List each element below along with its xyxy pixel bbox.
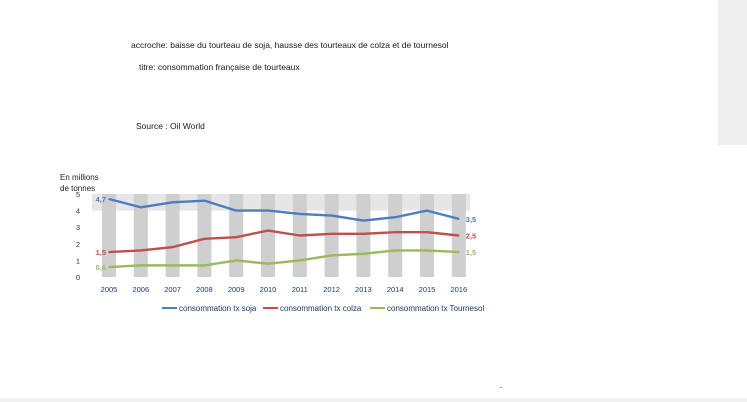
data-point	[203, 264, 206, 267]
data-point	[267, 262, 269, 265]
data-point	[299, 213, 301, 215]
data-point	[299, 234, 301, 237]
grid-band	[324, 194, 339, 277]
grid-band	[420, 194, 434, 277]
series-line	[108, 197, 460, 222]
data-point	[330, 254, 333, 257]
grid-band	[133, 194, 148, 277]
y-tick-label: 0	[76, 273, 80, 282]
grid-band	[197, 194, 212, 277]
y-tick-label: 5	[76, 190, 80, 199]
data-point	[330, 214, 333, 217]
x-tick-label: 2007	[164, 285, 181, 294]
bottom-border	[0, 398, 747, 402]
data-point	[108, 198, 110, 200]
x-tick-label: 2011	[292, 285, 308, 294]
legend-label: consommation tx Tournesol	[387, 304, 484, 313]
data-point	[171, 201, 174, 204]
y-tick-label: 3	[76, 223, 80, 232]
titre-note: titre: consommation française de tourtea…	[139, 62, 300, 72]
grid-band	[356, 194, 371, 277]
data-point	[140, 206, 142, 209]
plot-top-band	[92, 194, 470, 211]
data-label-first: 1,5	[96, 248, 106, 257]
data-point	[394, 249, 397, 252]
data-point	[362, 233, 365, 235]
x-tick-label: 2006	[132, 285, 149, 294]
data-label-last: 2,5	[466, 232, 476, 241]
x-tick-label: 2008	[196, 285, 213, 294]
data-point	[458, 251, 460, 253]
x-tick-label: 2013	[355, 285, 372, 294]
data-point	[299, 259, 301, 262]
accroche-note: accroche: baisse du tourteau de soja, ha…	[131, 40, 449, 50]
x-tick-label: 2009	[228, 285, 245, 294]
data-point	[108, 251, 110, 253]
x-tick-label: 2010	[260, 285, 277, 294]
series-line	[108, 249, 459, 269]
y-tick-label: 1	[76, 256, 80, 265]
data-point	[394, 216, 397, 219]
data-point	[426, 231, 428, 233]
data-point	[140, 249, 142, 252]
data-point	[458, 218, 460, 220]
data-label-last: 3,5	[466, 215, 476, 224]
data-point	[362, 219, 365, 222]
x-tick-label: 2012	[323, 285, 340, 294]
data-point	[267, 229, 269, 232]
data-point	[203, 238, 206, 240]
x-tick-label: 2014	[387, 285, 404, 294]
y-tick-label: 4	[76, 207, 80, 216]
grid-band	[388, 194, 403, 277]
data-point	[267, 209, 269, 212]
data-point	[203, 199, 206, 202]
data-point	[235, 259, 237, 262]
stray-mark	[500, 387, 502, 388]
data-point	[394, 231, 397, 233]
y-tick-label: 2	[76, 240, 80, 249]
data-point	[362, 252, 365, 255]
data-point	[458, 234, 460, 237]
data-point	[171, 246, 174, 248]
data-point	[140, 264, 142, 267]
legend-label: consommation tx soja	[179, 304, 257, 313]
grid-band	[261, 194, 275, 277]
data-point	[426, 209, 428, 212]
y-axis-label-line1: En millions	[60, 173, 99, 182]
grid-band	[165, 194, 180, 277]
grid-band	[229, 194, 244, 277]
data-point	[171, 264, 174, 267]
data-point	[108, 266, 110, 268]
data-point	[330, 233, 333, 235]
data-label-first: 0,6	[96, 263, 106, 272]
grid-band	[102, 194, 116, 277]
x-tick-label: 2015	[419, 285, 436, 294]
series-line	[108, 229, 459, 254]
x-tick-label: 2005	[101, 285, 118, 294]
data-point	[235, 209, 237, 212]
data-label-last: 1,5	[466, 248, 476, 257]
source-note: Source : Oil World	[136, 121, 205, 131]
data-point	[235, 236, 237, 238]
data-label-first: 4,7	[96, 195, 106, 204]
x-tick-label: 2016	[450, 285, 467, 294]
y-axis-label-line2: de tonnes	[60, 184, 95, 193]
legend-label: consommation tx colza	[280, 304, 362, 313]
background-shade	[718, 0, 747, 145]
data-point	[426, 249, 428, 252]
